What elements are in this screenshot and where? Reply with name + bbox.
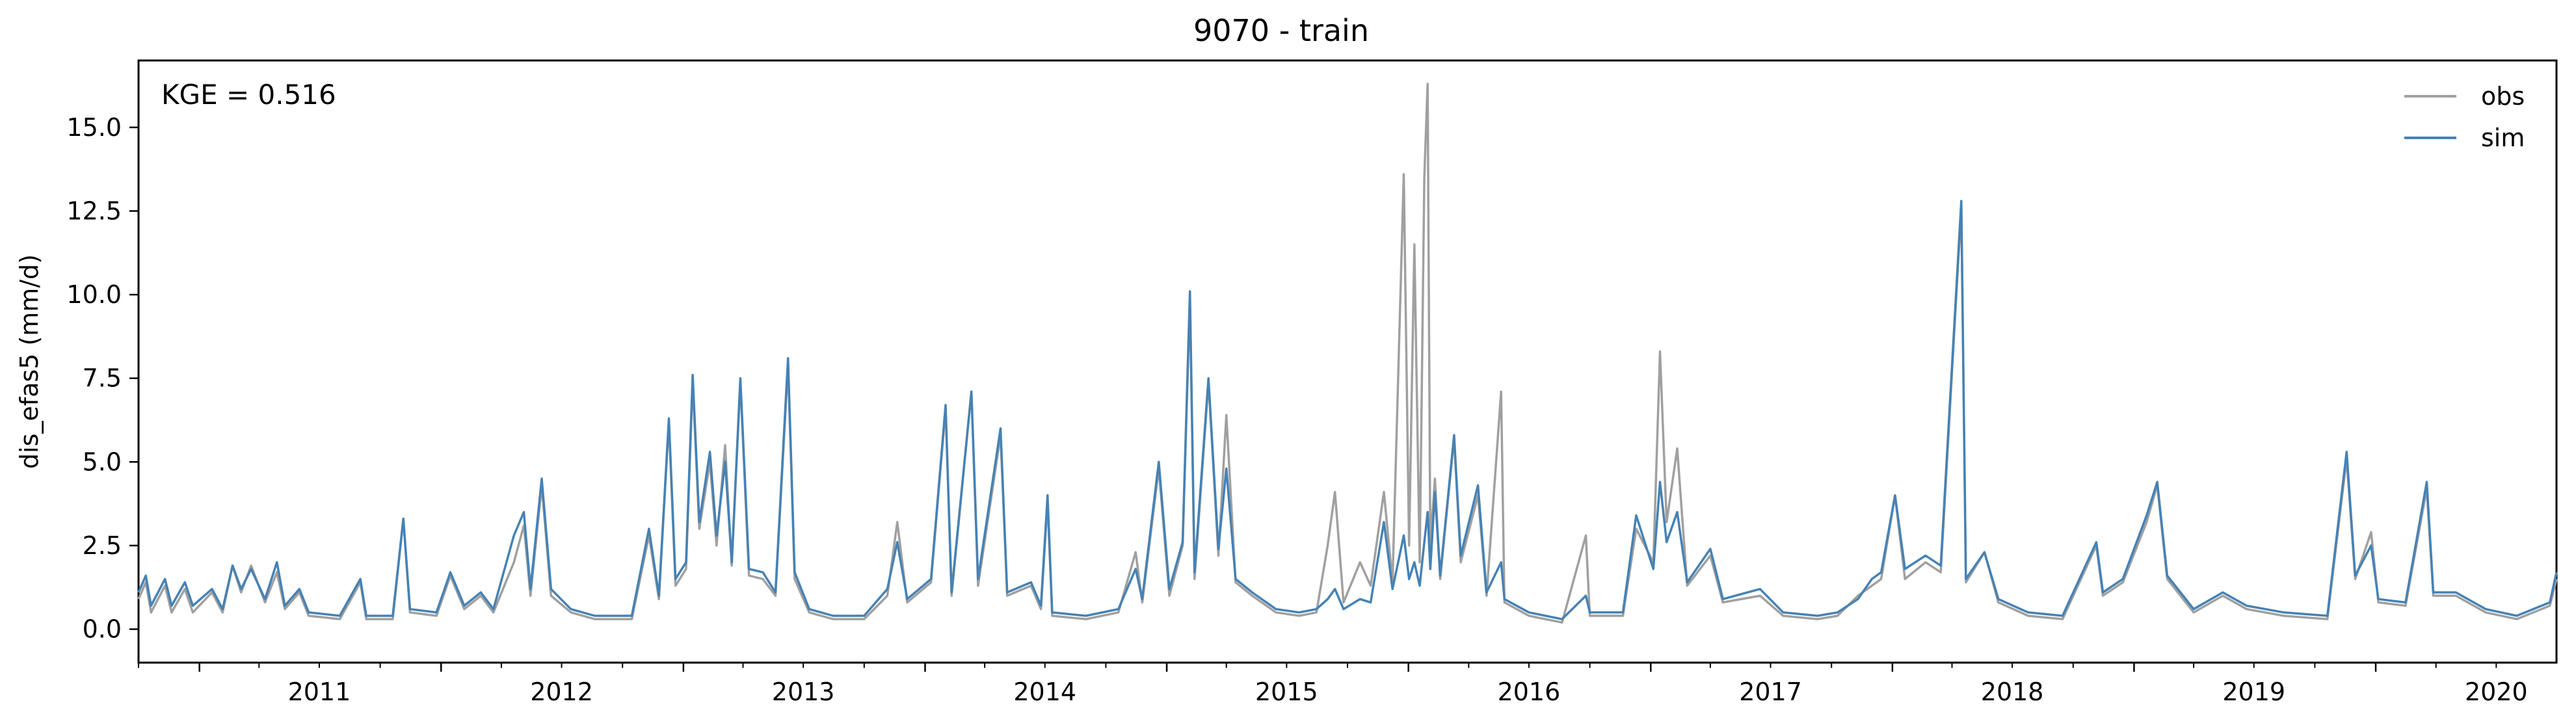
plot-area [137, 59, 2558, 664]
y-tick-label: 10.0 [66, 280, 122, 309]
series-line-sim [137, 200, 2558, 620]
legend: obs sim [2404, 82, 2525, 152]
y-tick-label: 5.0 [83, 447, 122, 476]
y-axis: 0.0 2.5 5.0 7.5 10.0 12.5 15.0 [66, 113, 139, 644]
x-tick-label: 2012 [530, 678, 593, 706]
x-tick-label: 2019 [2222, 678, 2285, 706]
y-tick-label: 15.0 [66, 113, 122, 142]
legend-label-sim: sim [2481, 124, 2525, 152]
kge-annotation: KGE = 0.516 [161, 79, 336, 111]
y-tick-label: 0.0 [83, 615, 122, 644]
x-tick-label: 2011 [288, 678, 351, 706]
x-tick-label: 2013 [772, 678, 835, 706]
x-tick-label: 2017 [1739, 678, 1802, 706]
x-tick-label: 2014 [1013, 678, 1076, 706]
chart-title: 9070 - train [1193, 13, 1369, 48]
x-tick-label: 2016 [1498, 678, 1561, 706]
series-layer [137, 83, 2558, 624]
plot-frame [137, 59, 2558, 664]
series-line-obs [137, 83, 2558, 624]
legend-label-obs: obs [2481, 82, 2525, 111]
y-tick-label: 12.5 [66, 197, 122, 226]
x-tick-label: 2020 [2465, 678, 2528, 706]
y-tick-label: 2.5 [83, 531, 122, 560]
y-tick-label: 7.5 [83, 364, 122, 393]
x-axis: 2011 2012 2013 2014 2015 2016 2017 2018 2019 2020 [138, 663, 2528, 706]
x-tick-label: 2018 [1981, 678, 2044, 706]
x-tick-label: 2015 [1255, 678, 1318, 706]
y-axis-label: dis_efas5 (mm/d) [15, 254, 44, 469]
